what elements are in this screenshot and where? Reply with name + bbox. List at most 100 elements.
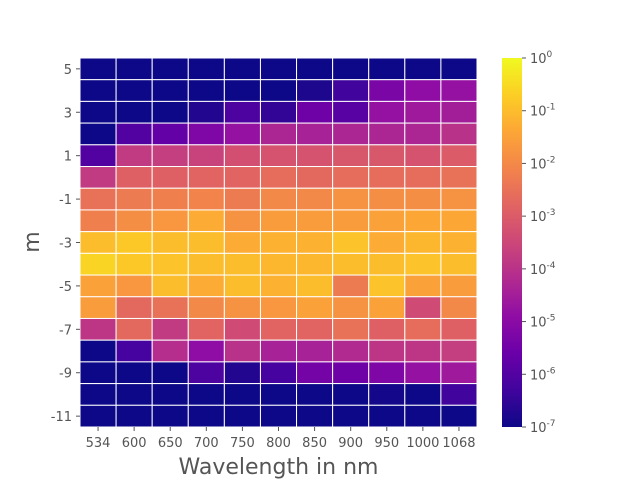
heatmap-cell (368, 166, 406, 189)
heatmap-cell (223, 166, 261, 189)
x-tick-label: 1068 (442, 436, 475, 451)
heatmap-cell (115, 187, 153, 211)
heatmap-cell (440, 144, 478, 168)
heatmap-cell (79, 317, 117, 341)
heatmap-cell (115, 361, 153, 385)
heatmap-cell (115, 383, 153, 406)
heatmap-cell (259, 79, 298, 102)
heatmap-cell (223, 79, 261, 102)
heatmap-cell (296, 122, 334, 146)
heatmap-cell (79, 296, 117, 319)
heatmap-cell (296, 274, 334, 298)
heatmap-cell (79, 361, 117, 385)
heatmap-cell (151, 404, 189, 428)
heatmap-cell (368, 57, 406, 81)
y-tick-label: -5 (59, 280, 72, 295)
x-tick-label: 900 (338, 436, 363, 451)
heatmap-cell (440, 79, 478, 102)
heatmap-cell (151, 166, 189, 189)
heatmap-cell (223, 100, 261, 124)
heatmap-cell (296, 57, 334, 81)
heatmap-cell (79, 100, 117, 124)
heatmap-cell (115, 274, 153, 298)
heatmap-cell (187, 404, 225, 428)
heatmap-cell (440, 209, 478, 233)
heatmap-cell (368, 296, 406, 319)
heatmap-cell (259, 296, 298, 319)
heatmap-cell (187, 339, 225, 363)
colorbar-tick-label: 10-7 (530, 419, 556, 436)
heatmap-cell (368, 339, 406, 363)
heatmap-cell (296, 79, 334, 102)
heatmap-cell (223, 339, 261, 363)
heatmap-cell (115, 57, 153, 81)
heatmap-cell (79, 252, 117, 276)
heatmap-cell (259, 404, 298, 428)
heatmap-cell (151, 209, 189, 233)
heatmap-cell (404, 79, 442, 102)
heatmap-cell (187, 122, 225, 146)
heatmap-cells (79, 57, 478, 428)
heatmap-cell (151, 361, 189, 385)
colorbar-tick-label: 10-6 (530, 366, 556, 383)
heatmap-cell (79, 187, 117, 211)
heatmap-cell (115, 166, 153, 189)
heatmap-cell (187, 231, 225, 254)
heatmap-cell (187, 100, 225, 124)
heatmap-cell (368, 209, 406, 233)
heatmap-cell (187, 144, 225, 168)
heatmap-cell (296, 100, 334, 124)
heatmap-cell (368, 187, 406, 211)
y-tick-label: -11 (51, 410, 72, 425)
heatmap-cell (404, 122, 442, 146)
heatmap-cell (79, 144, 117, 168)
heatmap-cell (115, 296, 153, 319)
heatmap-cell (79, 57, 117, 81)
x-tick-label: 600 (122, 436, 147, 451)
colorbar-tick-label: 10-2 (530, 155, 556, 172)
x-axis-ticks: 534 600 650 700 750 800 850 900 950 1000 1068 (86, 427, 476, 451)
heatmap-cell (404, 57, 442, 81)
heatmap-cell (223, 144, 261, 168)
heatmap-cell (187, 187, 225, 211)
heatmap-cell (151, 274, 189, 298)
heatmap-cell (296, 317, 334, 341)
heatmap-cell (440, 100, 478, 124)
heatmap-cell (332, 361, 370, 385)
heatmap-cell (404, 100, 442, 124)
x-tick-label: 950 (374, 436, 399, 451)
heatmap-cell (440, 404, 478, 428)
heatmap-cell (296, 361, 334, 385)
heatmap-cell (368, 122, 406, 146)
heatmap-cell (115, 231, 153, 254)
heatmap-cell (404, 383, 442, 406)
heatmap-cell (440, 296, 478, 319)
heatmap-cell (151, 187, 189, 211)
heatmap-cell (187, 252, 225, 276)
heatmap-cell (79, 231, 117, 254)
y-axis-ticks: 5 3 1 -1 -3 -5 -7 -9 -11 (51, 63, 80, 425)
heatmap-cell (259, 231, 298, 254)
x-tick-label: 700 (194, 436, 219, 451)
heatmap-cell (404, 209, 442, 233)
heatmap-cell (368, 231, 406, 254)
heatmap-cell (151, 57, 189, 81)
heatmap-cell (79, 166, 117, 189)
heatmap-cell (223, 317, 261, 341)
heatmap-cell (79, 339, 117, 363)
heatmap-cell (259, 383, 298, 406)
heatmap-cell (404, 187, 442, 211)
heatmap-cell (151, 317, 189, 341)
heatmap-cell (368, 317, 406, 341)
heatmap-cell (79, 209, 117, 233)
heatmap-cell (115, 252, 153, 276)
heatmap-cell (440, 166, 478, 189)
heatmap-cell (332, 339, 370, 363)
heatmap-cell (440, 383, 478, 406)
heatmap-cell (223, 252, 261, 276)
heatmap-cell (440, 231, 478, 254)
y-tick-label: -1 (59, 193, 72, 208)
x-tick-label: 750 (230, 436, 255, 451)
heatmap-cell (187, 209, 225, 233)
